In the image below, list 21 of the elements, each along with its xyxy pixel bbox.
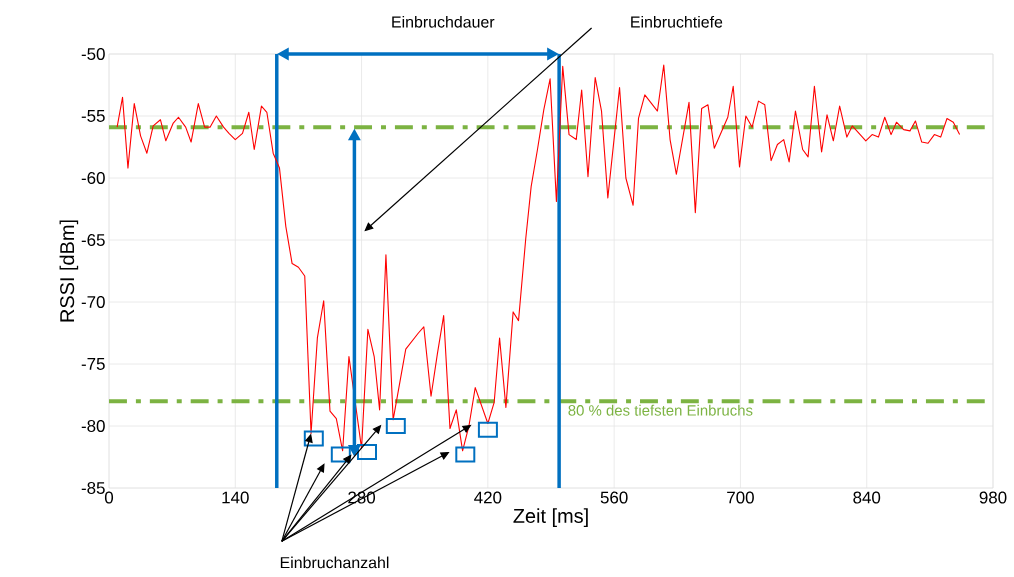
x-tick-label: 0 xyxy=(104,491,114,504)
x-tick-label: 840 xyxy=(853,491,881,504)
x-tick-label: 700 xyxy=(727,491,754,504)
x-tick-label: 140 xyxy=(222,491,249,504)
x-tick-label: 980 xyxy=(979,491,1007,504)
annotation: Einbruchanzahl xyxy=(280,556,389,569)
ref-line-label: 80 % des tiefsten Einbruchs xyxy=(568,404,753,416)
text: Einbruchdauer xyxy=(392,15,495,28)
y-tick-label: -75 xyxy=(81,358,105,370)
y-tick-label: -65 xyxy=(81,234,105,246)
y-tick-label: -80 xyxy=(81,420,105,432)
y-tick-label: -55 xyxy=(81,110,105,122)
y-tick-label: -60 xyxy=(81,172,105,184)
x-tick-label: 420 xyxy=(474,491,502,504)
y-axis-title: RSSI [dBm] xyxy=(59,220,79,322)
y-tick-label: -85 xyxy=(81,482,105,494)
y-tick-label: -50 xyxy=(81,48,105,60)
y-tick-label: -70 xyxy=(81,296,105,308)
text: Einbruchtiefe xyxy=(631,15,723,28)
x-tick-label: 560 xyxy=(600,491,628,504)
x-axis-title: Zeit [ms] xyxy=(513,508,588,527)
